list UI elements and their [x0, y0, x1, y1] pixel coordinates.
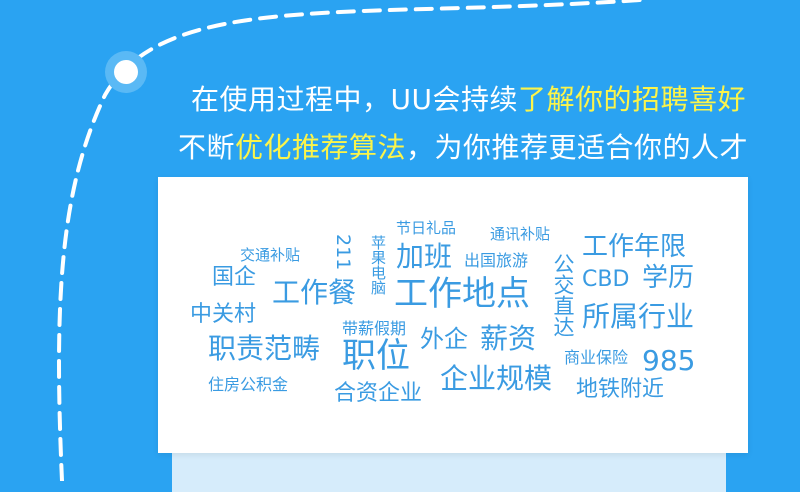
tag-cloud-word: 中关村 [190, 302, 257, 327]
headline-line-1: 在使用过程中，UU会持续了解你的招聘喜好 [0, 78, 800, 118]
tag-cloud-word: 国企 [212, 265, 257, 290]
dashed-path-decoration [57, 0, 642, 481]
tag-cloud-word: 学历 [642, 263, 695, 293]
tag-cloud-word: 苹果电脑 [369, 235, 387, 295]
tag-cloud-word: 企业规模 [440, 362, 553, 395]
tag-cloud-word: 公交直达 [551, 253, 575, 337]
tag-cloud-word: 交通补贴 [240, 246, 301, 264]
tag-cloud-word: 外企 [420, 325, 468, 353]
tag-cloud-word: 职责范畴 [208, 332, 321, 365]
tag-cloud-word: 工作餐 [272, 276, 357, 309]
tag-cloud-word: 节日礼品 [396, 219, 457, 237]
headline-text: ，为你推荐更适合你的人才 [405, 131, 748, 164]
tag-cloud-word: 985 [642, 344, 696, 377]
headline-text: 不断 [177, 131, 235, 164]
card-shadow [172, 452, 726, 492]
headline-text: 在使用过程中，UU会持续 [190, 83, 518, 116]
tag-cloud-word: 地铁附近 [576, 377, 665, 402]
tag-cloud-word: 合资企业 [334, 381, 423, 406]
headline-line-2: 不断优化推荐算法，为你推荐更适合你的人才 [0, 126, 800, 166]
tag-cloud-word: 通讯补贴 [490, 225, 551, 243]
tag-cloud-word: 工作年限 [582, 232, 687, 262]
tag-cloud-word: 加班 [396, 240, 453, 273]
headline-highlight: 优化推荐算法 [234, 131, 406, 164]
tag-cloud-word: 工作地点 [394, 274, 530, 314]
tag-cloud-word: 薪资 [480, 322, 537, 355]
headline-highlight: 了解你的招聘喜好 [517, 83, 746, 116]
tag-cloud-word: 商业保险 [564, 348, 629, 367]
tag-cloud-word: 211 [332, 234, 354, 271]
tag-cloud-card: 节日礼品 通讯补贴 交通补贴 211 苹果电脑 加班 出国旅游 工作年限 国企 … [158, 177, 748, 453]
tag-cloud-word: 出国旅游 [464, 251, 529, 270]
tag-cloud-word: 所属行业 [582, 300, 695, 333]
tag-cloud-word: 住房公积金 [208, 375, 289, 394]
tag-cloud-word: CBD [582, 267, 630, 292]
tag-cloud-word: 带薪假期 [342, 319, 407, 338]
tag-cloud-word: 职位 [342, 336, 410, 376]
